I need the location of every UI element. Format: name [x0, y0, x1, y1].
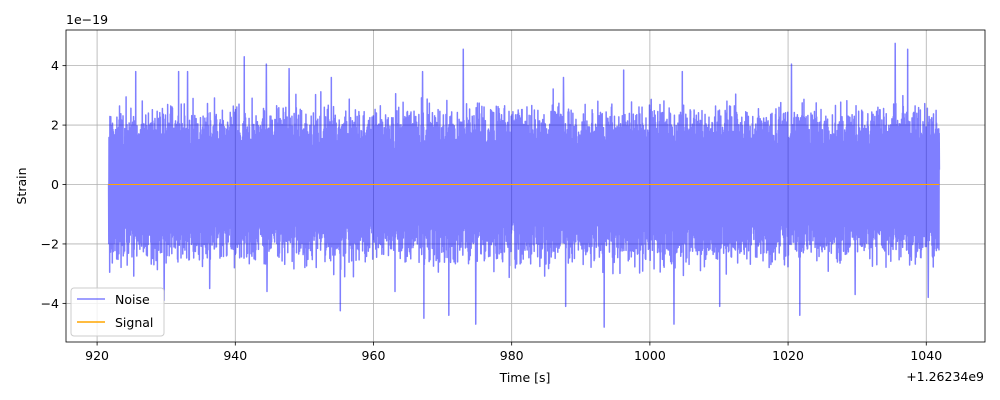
y-tick-label: 4 — [51, 58, 59, 73]
legend-noise-label: Noise — [115, 292, 150, 307]
y-tick-label: −2 — [41, 236, 59, 251]
x-tick-label: 1000 — [634, 348, 666, 363]
x-axis: 920 940 960 980 1000 1020 1040 — [85, 342, 942, 363]
plot-frame — [65, 29, 986, 343]
x-axis-label: Time [s] — [499, 370, 551, 385]
y-scale-label: 1e−19 — [66, 12, 108, 27]
x-tick-label: 1020 — [772, 348, 804, 363]
series-layer — [107, 42, 941, 328]
y-axis: −4 −2 0 2 4 — [41, 58, 66, 311]
legend-box — [70, 287, 165, 337]
x-tick-label: 980 — [500, 348, 524, 363]
y-tick-label: 2 — [51, 118, 59, 133]
noise-series-line — [107, 42, 941, 328]
y-tick-label: 0 — [51, 177, 59, 192]
y-tick-label: −4 — [41, 296, 59, 311]
y-axis-label: Strain — [14, 167, 29, 204]
x-tick-label: 920 — [85, 348, 109, 363]
x-tick-label: 1040 — [910, 348, 942, 363]
x-tick-label: 940 — [223, 348, 247, 363]
x-offset-label: +1.26234e9 — [906, 369, 984, 384]
legend: Noise Signal — [70, 287, 165, 337]
x-tick-label: 960 — [362, 348, 386, 363]
legend-signal-label: Signal — [115, 315, 153, 330]
